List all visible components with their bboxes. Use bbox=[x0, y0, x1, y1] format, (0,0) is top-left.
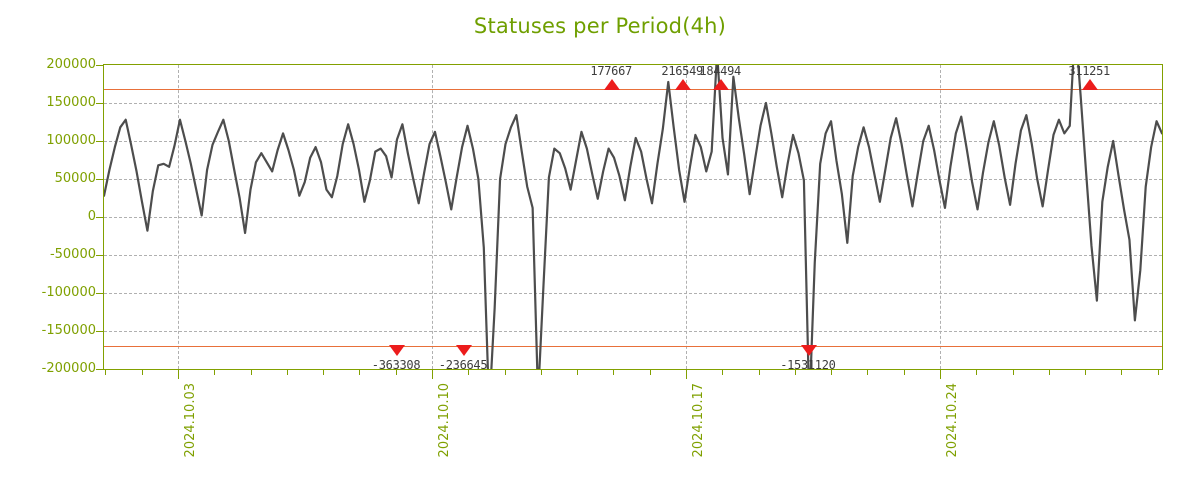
x-axis-tick-minor bbox=[1085, 370, 1086, 375]
y-axis-tick-label: 200000 bbox=[46, 57, 96, 72]
y-axis-tick bbox=[96, 141, 103, 142]
gridline-horizontal bbox=[104, 293, 1162, 294]
x-axis-tick-minor bbox=[1158, 370, 1159, 375]
y-axis-tick-label: -200000 bbox=[41, 361, 96, 376]
x-axis-tick-minor bbox=[613, 370, 614, 375]
x-axis-tick-minor bbox=[287, 370, 288, 375]
gridline-horizontal bbox=[104, 103, 1162, 104]
x-axis-tick-label: 2024.10.17 bbox=[691, 383, 706, 458]
y-axis-tick bbox=[96, 217, 103, 218]
gridline-horizontal bbox=[104, 141, 1162, 142]
x-axis-tick-minor bbox=[577, 370, 578, 375]
x-axis-tick-major bbox=[940, 370, 941, 379]
x-axis-tick-minor bbox=[904, 370, 905, 375]
x-axis-tick-major bbox=[432, 370, 433, 379]
anomaly-marker-label: 216549 bbox=[661, 64, 703, 79]
x-axis-tick-minor bbox=[505, 370, 506, 375]
gridline-horizontal bbox=[104, 331, 1162, 332]
x-axis-tick-major bbox=[686, 370, 687, 379]
x-axis-tick-minor bbox=[1049, 370, 1050, 375]
x-axis-tick-label: 2024.10.24 bbox=[945, 383, 960, 458]
plot-area bbox=[103, 64, 1163, 370]
y-axis-tick-label: 0 bbox=[87, 209, 96, 224]
y-axis-tick-label: 150000 bbox=[46, 95, 96, 110]
x-axis-tick-minor bbox=[867, 370, 868, 375]
threshold-line-upper bbox=[104, 89, 1162, 91]
x-axis-tick-minor bbox=[795, 370, 796, 375]
x-axis-tick-minor bbox=[1121, 370, 1122, 375]
anomaly-marker-up[interactable] bbox=[713, 79, 729, 91]
gridline-vertical bbox=[432, 65, 433, 369]
anomaly-marker-label: -236645 bbox=[438, 358, 488, 373]
x-axis-tick-minor bbox=[251, 370, 252, 375]
threshold-line-lower bbox=[104, 346, 1162, 348]
x-axis-tick-major bbox=[178, 370, 179, 379]
x-axis-tick-minor bbox=[759, 370, 760, 375]
anomaly-marker-label: 177667 bbox=[590, 64, 632, 79]
anomaly-marker-up[interactable] bbox=[675, 79, 691, 91]
plot-inner bbox=[104, 65, 1162, 369]
y-axis-tick-label: 100000 bbox=[46, 133, 96, 148]
x-axis-tick-minor bbox=[976, 370, 977, 375]
gridline-vertical bbox=[940, 65, 941, 369]
anomaly-marker-label: 311251 bbox=[1068, 64, 1110, 79]
anomaly-marker-label: 184494 bbox=[699, 64, 741, 79]
x-axis-tick-label: 2024.10.03 bbox=[183, 383, 198, 458]
x-axis-tick-minor bbox=[359, 370, 360, 375]
x-axis-tick-minor bbox=[105, 370, 106, 375]
anomaly-marker-up[interactable] bbox=[604, 79, 620, 91]
x-axis-tick-label: 2024.10.10 bbox=[437, 383, 452, 458]
x-axis-tick-minor bbox=[650, 370, 651, 375]
y-axis-tick bbox=[96, 369, 103, 370]
gridline-vertical bbox=[178, 65, 179, 369]
gridline-vertical bbox=[686, 65, 687, 369]
series-line bbox=[104, 65, 1162, 369]
y-axis-tick-label: -100000 bbox=[41, 285, 96, 300]
x-axis-tick-minor bbox=[323, 370, 324, 375]
x-axis-tick-minor bbox=[722, 370, 723, 375]
x-axis-tick-minor bbox=[396, 370, 397, 375]
x-axis-tick-minor bbox=[831, 370, 832, 375]
anomaly-marker-down[interactable] bbox=[801, 345, 817, 357]
x-axis-tick-minor bbox=[142, 370, 143, 375]
gridline-horizontal bbox=[104, 179, 1162, 180]
anomaly-marker-label: -363308 bbox=[371, 358, 421, 373]
series-polyline bbox=[104, 65, 1162, 369]
x-axis-tick-minor bbox=[214, 370, 215, 375]
y-axis-tick-label: -150000 bbox=[41, 323, 96, 338]
gridline-horizontal bbox=[104, 255, 1162, 256]
anomaly-marker-down[interactable] bbox=[456, 345, 472, 357]
y-axis-tick bbox=[96, 255, 103, 256]
y-axis-tick bbox=[96, 103, 103, 104]
page-title: Statuses per Period(4h) bbox=[473, 14, 727, 38]
x-axis-tick-minor bbox=[1013, 370, 1014, 375]
anomaly-marker-label: -1531120 bbox=[780, 358, 836, 373]
x-axis-tick-minor bbox=[541, 370, 542, 375]
x-axis-tick-minor bbox=[468, 370, 469, 375]
y-axis-tick bbox=[96, 179, 103, 180]
y-axis-tick bbox=[96, 331, 103, 332]
y-axis-tick bbox=[96, 293, 103, 294]
y-axis-tick bbox=[96, 65, 103, 66]
anomaly-marker-down[interactable] bbox=[389, 345, 405, 357]
gridline-horizontal bbox=[104, 217, 1162, 218]
y-axis-tick-label: 50000 bbox=[54, 171, 96, 186]
y-axis-tick-label: -50000 bbox=[49, 247, 96, 262]
anomaly-marker-up[interactable] bbox=[1082, 79, 1098, 91]
